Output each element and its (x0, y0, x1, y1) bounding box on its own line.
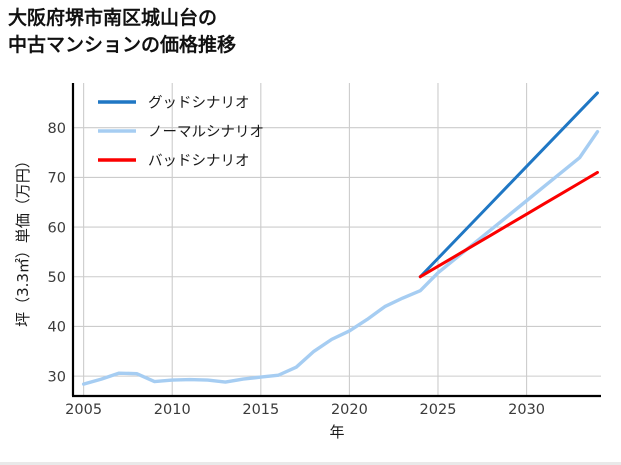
y-axis-title: 坪（3.3㎡）単価（万円） (14, 153, 32, 327)
figure-bottom-edge (0, 462, 621, 465)
series-line-1 (418, 91, 599, 279)
x-tick-label: 2020 (331, 402, 368, 418)
legend-label-3: バッドシナリオ (148, 153, 250, 169)
legend-label-1: グッドシナリオ (148, 94, 250, 111)
y-tick-label: 80 (48, 121, 66, 137)
y-tick-label: 30 (48, 369, 66, 385)
series-group (81, 91, 600, 386)
x-axis-title: 年 (329, 423, 344, 441)
x-tick-label: 2025 (420, 402, 457, 418)
x-axis-tick-labels: 2005 2010 2015 2020 2025 2030 (65, 402, 545, 418)
y-tick-label: 50 (48, 270, 66, 286)
x-tick-label: 2015 (242, 402, 279, 418)
y-tick-label: 60 (48, 220, 66, 236)
series-line-2 (81, 129, 600, 386)
gridlines-group (73, 83, 601, 396)
page-title: 大阪府堺市南区城山台の 中古マンションの価格推移 (8, 8, 237, 56)
series-line-3 (418, 170, 599, 279)
legend-label-2: ノーマルシナリオ (148, 124, 264, 140)
x-tick-label: 2005 (65, 402, 102, 418)
y-tick-label: 40 (48, 320, 66, 336)
x-tick-label: 2010 (154, 402, 191, 418)
x-tick-label: 2030 (508, 402, 545, 418)
y-axis-tick-labels: 30 40 50 60 70 80 (48, 121, 66, 385)
y-tick-label: 70 (48, 171, 66, 187)
